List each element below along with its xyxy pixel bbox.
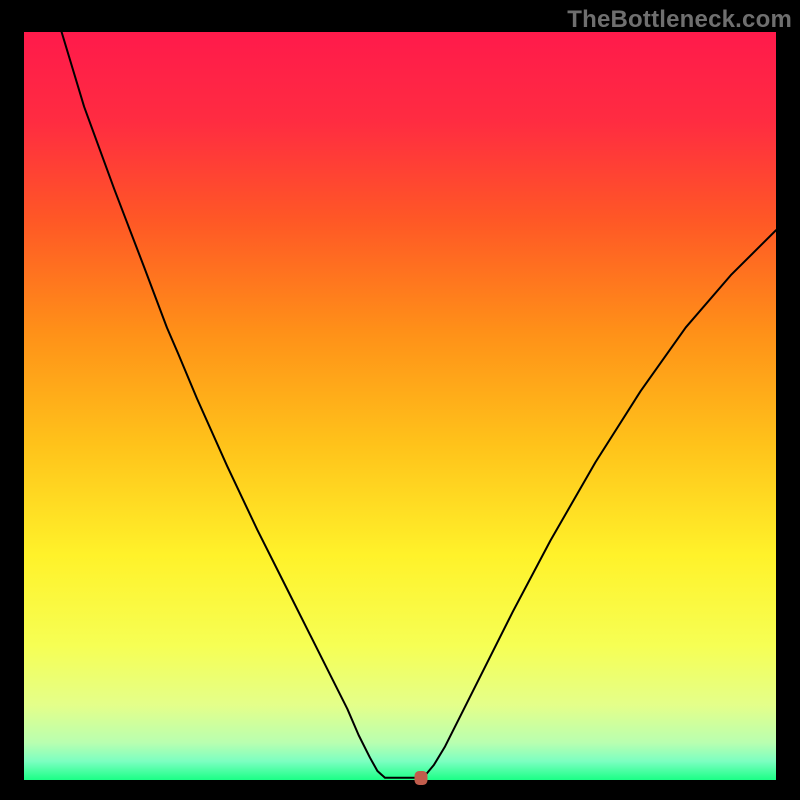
plot-svg — [24, 32, 776, 780]
gradient-background — [24, 32, 776, 780]
current-point-marker — [415, 771, 428, 785]
watermark-text: TheBottleneck.com — [567, 6, 792, 34]
plot-area — [24, 32, 776, 780]
